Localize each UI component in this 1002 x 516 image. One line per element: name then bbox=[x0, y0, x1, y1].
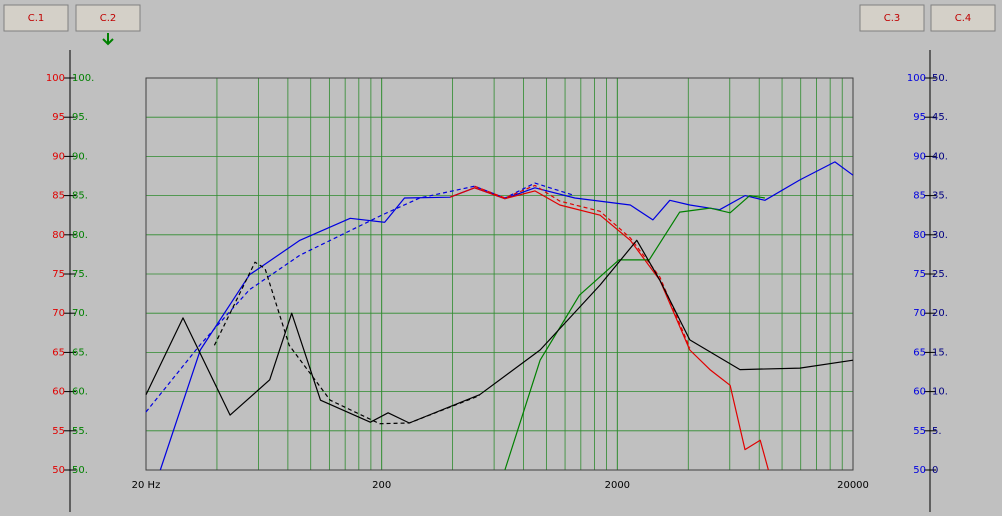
y-tick-label-alt: 65. bbox=[72, 347, 88, 358]
curve bbox=[474, 184, 691, 348]
y-right-tick-label: 55 bbox=[913, 426, 926, 437]
y-tick-label-alt: 60. bbox=[72, 387, 88, 398]
x-tick-label: 2000 bbox=[605, 480, 630, 491]
y2-tick-label: 50. bbox=[932, 73, 948, 84]
y-tick-label: 60 bbox=[52, 387, 65, 398]
y2-tick-label: 5. bbox=[932, 426, 942, 437]
y-tick-label: 55 bbox=[52, 426, 65, 437]
y-tick-label-alt: 80. bbox=[72, 230, 88, 241]
y2-tick-label: 20. bbox=[932, 308, 948, 319]
y-tick-label: 100 bbox=[46, 73, 65, 84]
y-right-tick-label: 65 bbox=[913, 347, 926, 358]
active-arrow bbox=[102, 33, 114, 46]
y-tick-label: 75 bbox=[52, 269, 65, 280]
y-tick-label: 50 bbox=[52, 465, 65, 476]
y2-tick-label: 35. bbox=[932, 191, 948, 202]
y2-tick-label: 25. bbox=[932, 269, 948, 280]
channel-button[interactable]: C.2 bbox=[75, 4, 141, 32]
y-tick-label: 65 bbox=[52, 347, 65, 358]
y-right-tick-label: 50 bbox=[913, 465, 926, 476]
y2-tick-label: 45. bbox=[932, 112, 948, 123]
y-tick-label-alt: 95. bbox=[72, 112, 88, 123]
y-tick-label-alt: 50. bbox=[72, 465, 88, 476]
curve bbox=[213, 261, 480, 425]
button-face bbox=[930, 4, 996, 32]
button-label: C.4 bbox=[955, 13, 972, 24]
y-right-tick-label: 90 bbox=[913, 151, 926, 162]
y2-tick-label: 15. bbox=[932, 347, 948, 358]
y2-tick-label: 30. bbox=[932, 230, 948, 241]
curve bbox=[145, 239, 854, 424]
channel-button[interactable]: C.3 bbox=[859, 4, 925, 32]
button-face bbox=[859, 4, 925, 32]
channel-button[interactable]: C.4 bbox=[930, 4, 996, 32]
y-tick-label-alt: 70. bbox=[72, 308, 88, 319]
y-right-tick-label: 60 bbox=[913, 387, 926, 398]
curve bbox=[504, 195, 765, 471]
y-right-tick-label: 100 bbox=[907, 73, 926, 84]
y-tick-label: 95 bbox=[52, 112, 65, 123]
button-face bbox=[75, 4, 141, 32]
y-tick-label-alt: 90. bbox=[72, 151, 88, 162]
channel-button[interactable]: C.1 bbox=[3, 4, 69, 32]
y2-tick-label: 40. bbox=[932, 151, 948, 162]
y-tick-label-alt: 85. bbox=[72, 191, 88, 202]
curve bbox=[145, 182, 575, 413]
y2-tick-label: 10. bbox=[932, 387, 948, 398]
y-right-tick-label: 75 bbox=[913, 269, 926, 280]
curve bbox=[449, 187, 769, 471]
y-right-tick-label: 85 bbox=[913, 191, 926, 202]
y2-tick-label: 0 bbox=[932, 465, 938, 476]
y-tick-label-alt: 100. bbox=[72, 73, 94, 84]
x-tick-label: 20 Hz bbox=[132, 480, 161, 491]
y-tick-label: 90 bbox=[52, 151, 65, 162]
y-tick-label-alt: 55. bbox=[72, 426, 88, 437]
y-right-tick-label: 70 bbox=[913, 308, 926, 319]
button-face bbox=[3, 4, 69, 32]
curve bbox=[159, 161, 854, 471]
plot-frame bbox=[145, 77, 854, 471]
y-tick-label: 70 bbox=[52, 308, 65, 319]
y-right-tick-label: 95 bbox=[913, 112, 926, 123]
y-tick-label-alt: 75. bbox=[72, 269, 88, 280]
y-tick-label: 80 bbox=[52, 230, 65, 241]
button-label: C.1 bbox=[28, 13, 45, 24]
y-tick-label: 85 bbox=[52, 191, 65, 202]
button-label: C.3 bbox=[884, 13, 901, 24]
x-tick-label: 20000 bbox=[837, 480, 869, 491]
button-label: C.2 bbox=[100, 13, 117, 24]
x-tick-label: 200 bbox=[372, 480, 391, 491]
y-right-tick-label: 80 bbox=[913, 230, 926, 241]
